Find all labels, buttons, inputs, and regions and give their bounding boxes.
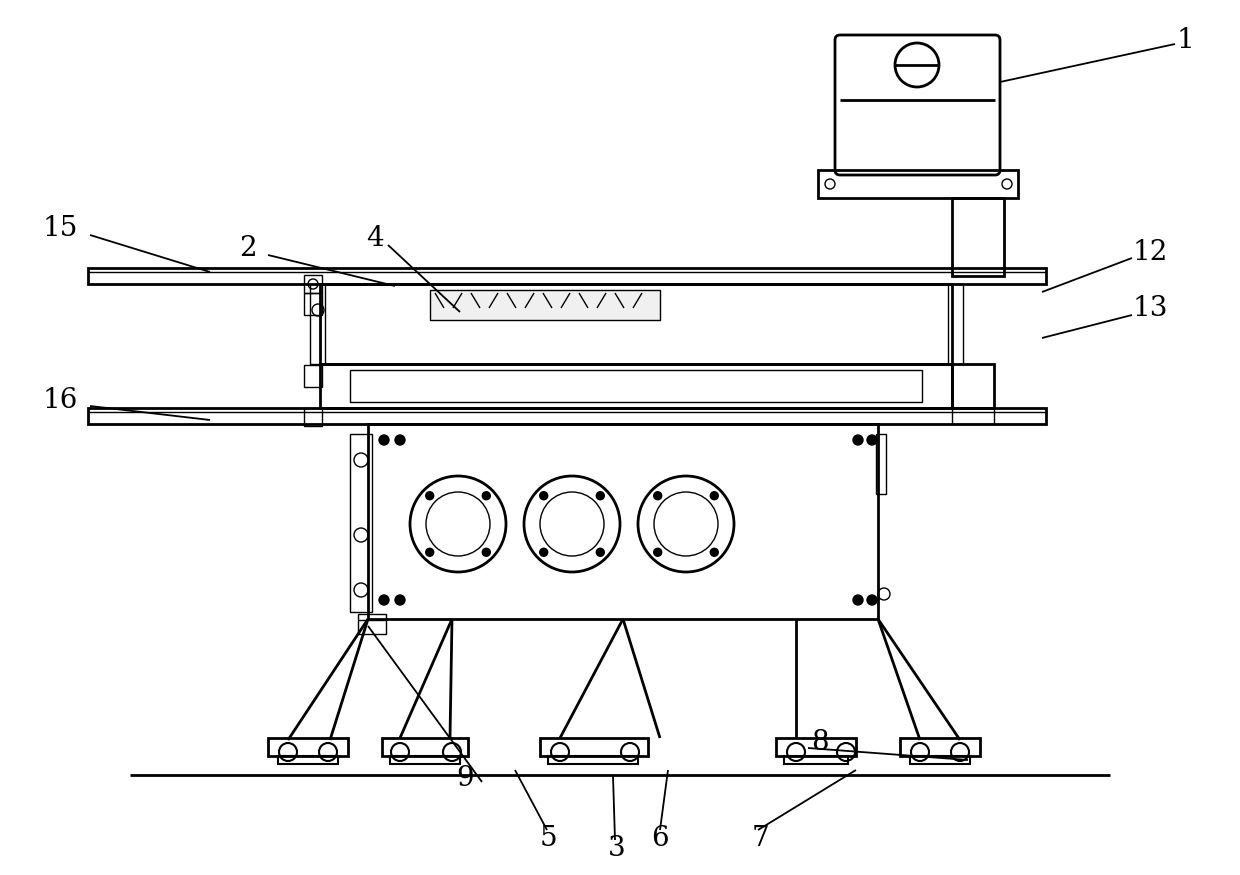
Bar bbox=[875, 434, 887, 494]
Text: 8: 8 bbox=[811, 729, 828, 755]
Bar bbox=[278, 756, 339, 764]
Circle shape bbox=[653, 549, 662, 556]
Bar bbox=[320, 364, 952, 408]
Text: 2: 2 bbox=[239, 234, 257, 262]
Text: 5: 5 bbox=[539, 824, 557, 851]
Circle shape bbox=[482, 492, 490, 500]
Bar bbox=[358, 614, 386, 634]
Bar bbox=[382, 738, 467, 756]
Bar bbox=[952, 198, 1004, 276]
Bar bbox=[952, 408, 994, 424]
Bar bbox=[304, 293, 322, 315]
Bar bbox=[310, 284, 325, 364]
Circle shape bbox=[396, 435, 405, 445]
Bar bbox=[350, 370, 923, 402]
Circle shape bbox=[596, 492, 604, 500]
Bar bbox=[88, 408, 1047, 424]
Circle shape bbox=[853, 435, 863, 445]
Bar bbox=[818, 170, 1018, 198]
FancyBboxPatch shape bbox=[835, 35, 999, 175]
Bar bbox=[368, 424, 878, 619]
Text: 6: 6 bbox=[651, 824, 668, 851]
Circle shape bbox=[711, 549, 718, 556]
Circle shape bbox=[539, 549, 548, 556]
Text: 16: 16 bbox=[42, 387, 78, 414]
Circle shape bbox=[867, 435, 877, 445]
Circle shape bbox=[482, 549, 490, 556]
Text: 1: 1 bbox=[1176, 26, 1194, 53]
Circle shape bbox=[711, 492, 718, 500]
Bar bbox=[784, 756, 848, 764]
Bar bbox=[910, 756, 970, 764]
Bar bbox=[539, 738, 649, 756]
Bar bbox=[548, 756, 639, 764]
Bar bbox=[952, 364, 994, 408]
Bar bbox=[776, 738, 856, 756]
Bar bbox=[304, 275, 322, 293]
Circle shape bbox=[425, 492, 434, 500]
Text: 3: 3 bbox=[608, 835, 626, 862]
Bar bbox=[320, 284, 952, 364]
Circle shape bbox=[425, 549, 434, 556]
Text: 15: 15 bbox=[42, 214, 78, 242]
Bar bbox=[268, 738, 348, 756]
Circle shape bbox=[596, 549, 604, 556]
Text: 9: 9 bbox=[456, 765, 474, 792]
Text: 13: 13 bbox=[1132, 295, 1168, 321]
Bar bbox=[304, 365, 322, 387]
Circle shape bbox=[396, 595, 405, 605]
Bar bbox=[88, 268, 1047, 284]
Bar bbox=[391, 756, 460, 764]
Circle shape bbox=[539, 492, 548, 500]
Bar bbox=[430, 290, 660, 320]
Bar bbox=[900, 738, 980, 756]
Text: 4: 4 bbox=[366, 225, 384, 251]
Circle shape bbox=[653, 492, 662, 500]
Circle shape bbox=[867, 595, 877, 605]
Text: 12: 12 bbox=[1132, 239, 1168, 265]
Text: 7: 7 bbox=[751, 824, 769, 851]
Bar bbox=[949, 284, 963, 364]
Bar bbox=[304, 408, 322, 426]
Circle shape bbox=[379, 435, 389, 445]
Circle shape bbox=[853, 595, 863, 605]
Bar bbox=[350, 434, 372, 612]
Circle shape bbox=[379, 595, 389, 605]
